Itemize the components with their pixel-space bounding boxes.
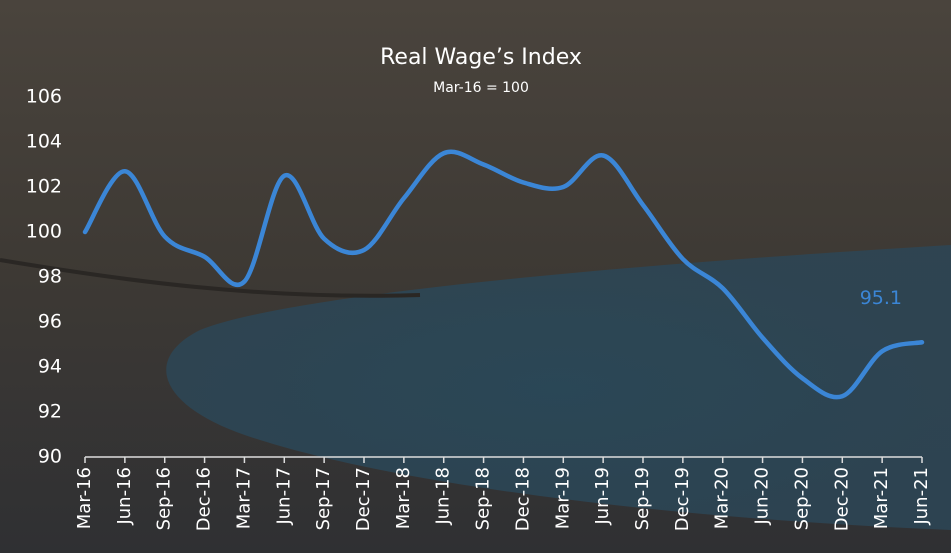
- y-tick-label: 106: [26, 86, 62, 108]
- x-tick-label: Jun-17: [273, 467, 294, 526]
- x-tick-label: Jun-19: [592, 467, 613, 526]
- x-tick-label: Sep-16: [154, 467, 175, 530]
- x-tick-label: Jun-21: [911, 467, 932, 526]
- x-tick-label: Mar-19: [552, 467, 573, 529]
- x-tick-label: Mar-16: [74, 467, 95, 529]
- chart: Real Wage’s Index Mar-16 = 100 90 92 94 96 9…: [0, 0, 951, 553]
- x-tick-label: Dec-19: [672, 467, 693, 531]
- x-tick-label: Sep-19: [632, 467, 653, 530]
- x-tick-label: Jun-18: [433, 467, 454, 526]
- y-tick-label: 90: [38, 446, 62, 468]
- y-tick-label: 92: [38, 401, 62, 423]
- x-tick-label: Dec-18: [512, 467, 533, 531]
- chart-title: Real Wage’s Index: [380, 45, 582, 70]
- x-tick-label: Mar-17: [233, 467, 254, 529]
- x-tick-label: Mar-21: [871, 467, 892, 529]
- x-tick-label: Sep-17: [313, 467, 334, 530]
- y-tick-label: 102: [26, 176, 62, 198]
- x-tick-label: Mar-20: [712, 467, 733, 529]
- y-tick-label: 94: [38, 356, 62, 378]
- y-tick-label: 104: [26, 131, 62, 153]
- x-tick-label: Dec-17: [353, 467, 374, 531]
- x-tick-label: Mar-18: [393, 467, 414, 529]
- x-tick-label: Jun-20: [752, 467, 773, 526]
- x-tick-label: Dec-16: [194, 467, 215, 531]
- data-label: 95.1: [860, 287, 902, 309]
- chart-subtitle: Mar-16 = 100: [433, 80, 529, 96]
- y-tick-label: 96: [38, 311, 62, 333]
- x-tick-label: Sep-20: [791, 467, 812, 530]
- y-tick-label: 100: [26, 221, 62, 243]
- x-tick-label: Sep-18: [473, 467, 494, 530]
- y-tick-label: 98: [38, 266, 62, 288]
- x-tick-label: Jun-16: [114, 467, 135, 526]
- x-tick-label: Dec-20: [831, 467, 852, 531]
